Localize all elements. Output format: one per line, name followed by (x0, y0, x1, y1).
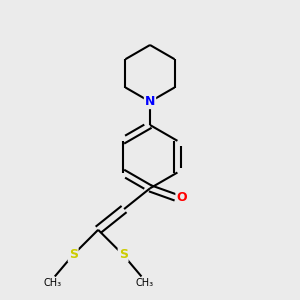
Text: N: N (145, 95, 155, 108)
Text: S: S (118, 248, 127, 261)
Text: CH₃: CH₃ (135, 278, 153, 288)
Text: O: O (176, 191, 187, 204)
Text: CH₃: CH₃ (43, 278, 61, 288)
Text: S: S (69, 248, 78, 261)
